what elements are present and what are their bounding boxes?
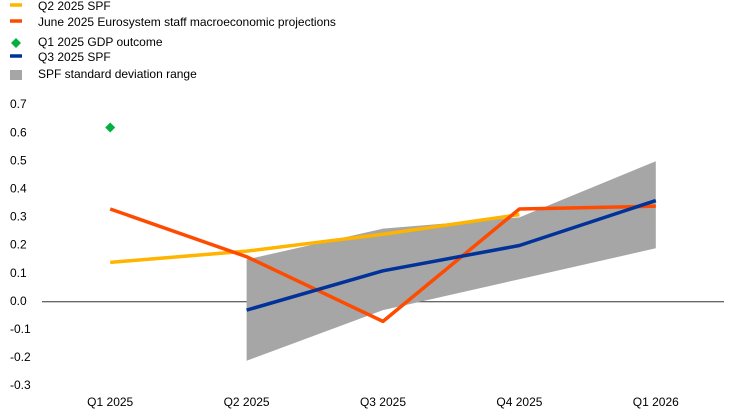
x-tick-label: Q3 2025 xyxy=(360,395,406,409)
y-tick-label: 0.0 xyxy=(10,294,27,308)
y-tick-label: 0.6 xyxy=(10,125,27,139)
y-tick-label: 0.1 xyxy=(10,266,27,280)
legend-label: SPF standard deviation range xyxy=(38,67,197,81)
legend-swatch xyxy=(11,38,21,48)
series-line xyxy=(246,198,657,312)
y-tick-label: 0.7 xyxy=(10,97,27,111)
y-tick-label: 0.3 xyxy=(10,210,27,224)
range-area xyxy=(246,161,656,361)
y-tick-label: 0.5 xyxy=(10,153,27,167)
y-tick-label: -0.3 xyxy=(10,378,31,392)
legend-label: Q3 2025 SPF xyxy=(38,50,111,64)
y-tick-label: 0.4 xyxy=(10,181,27,195)
series-line xyxy=(110,212,520,265)
y-tick-label: 0.2 xyxy=(10,238,27,252)
legend-label: Q2 2025 SPF xyxy=(38,0,111,13)
series-line xyxy=(109,204,656,324)
x-tick-label: Q2 2025 xyxy=(224,395,270,409)
y-tick-label: -0.1 xyxy=(10,322,31,336)
y-tick-label: -0.2 xyxy=(10,350,31,364)
x-tick-label: Q4 2025 xyxy=(496,395,542,409)
legend-label: June 2025 Eurosystem staff macroeconomic… xyxy=(38,15,336,29)
legend-label: Q1 2025 GDP outcome xyxy=(38,35,163,49)
legend-swatch xyxy=(10,70,22,80)
x-tick-label: Q1 2026 xyxy=(633,395,679,409)
x-tick-label: Q1 2025 xyxy=(87,395,133,409)
diamond-marker xyxy=(105,122,116,133)
